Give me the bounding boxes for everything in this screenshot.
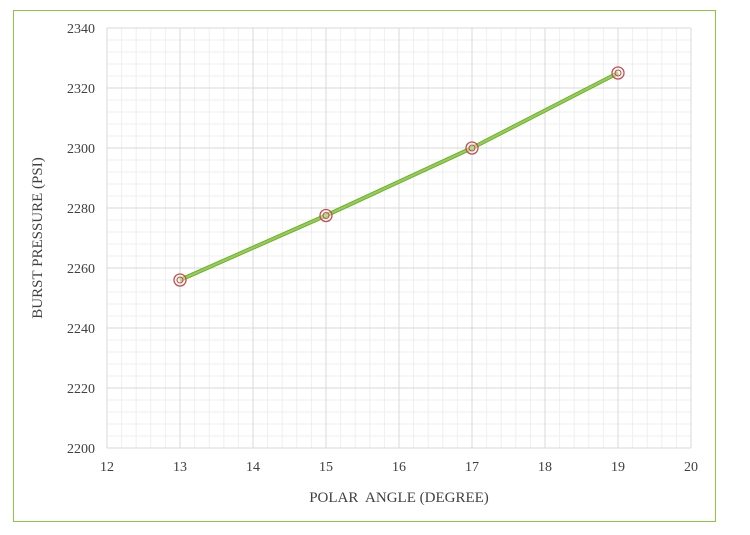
data-point-marker [319, 208, 333, 223]
chart-svg: 12 13 14 15 16 17 18 19 20 2200 2220 2240 2260 2280 23… [30, 22, 698, 506]
x-tick-label: 12 [100, 460, 114, 475]
y-axis-title: BURST PRESSURE (PSI) [30, 157, 46, 318]
chart-frame: 12 13 14 15 16 17 18 19 20 2200 2220 2240 2260 2280 23… [13, 10, 716, 522]
data-point-marker [611, 66, 625, 80]
x-tick-label: 15 [319, 460, 333, 475]
data-point-inner-ring [614, 69, 622, 77]
x-tick-label: 18 [538, 460, 552, 475]
y-tick-label: 2320 [67, 82, 95, 97]
data-point-inner-ring [176, 276, 184, 284]
y-tick-label: 2240 [67, 322, 95, 337]
x-tick-label: 19 [611, 460, 625, 475]
data-point-marker [465, 141, 479, 155]
series-line [179, 72, 619, 282]
x-tick-label: 16 [392, 460, 406, 475]
y-tick-label: 2200 [67, 442, 95, 457]
x-tick-label: 20 [684, 460, 698, 475]
y-tick-label: 2340 [67, 22, 95, 37]
x-tick-label: 14 [246, 460, 260, 475]
x-tick-label: 17 [465, 460, 479, 475]
y-tick-label: 2300 [67, 142, 95, 157]
y-tick-label: 2280 [67, 202, 95, 217]
x-axis-title: POLAR ANGLE (DEGREE) [309, 490, 489, 506]
data-point-marker [173, 273, 187, 287]
data-point-inner-ring [468, 144, 476, 152]
y-tick-label: 2220 [67, 382, 95, 397]
data-point-inner-ring [322, 211, 330, 220]
y-tick-label: 2260 [67, 262, 95, 277]
x-tick-label: 13 [173, 460, 187, 475]
